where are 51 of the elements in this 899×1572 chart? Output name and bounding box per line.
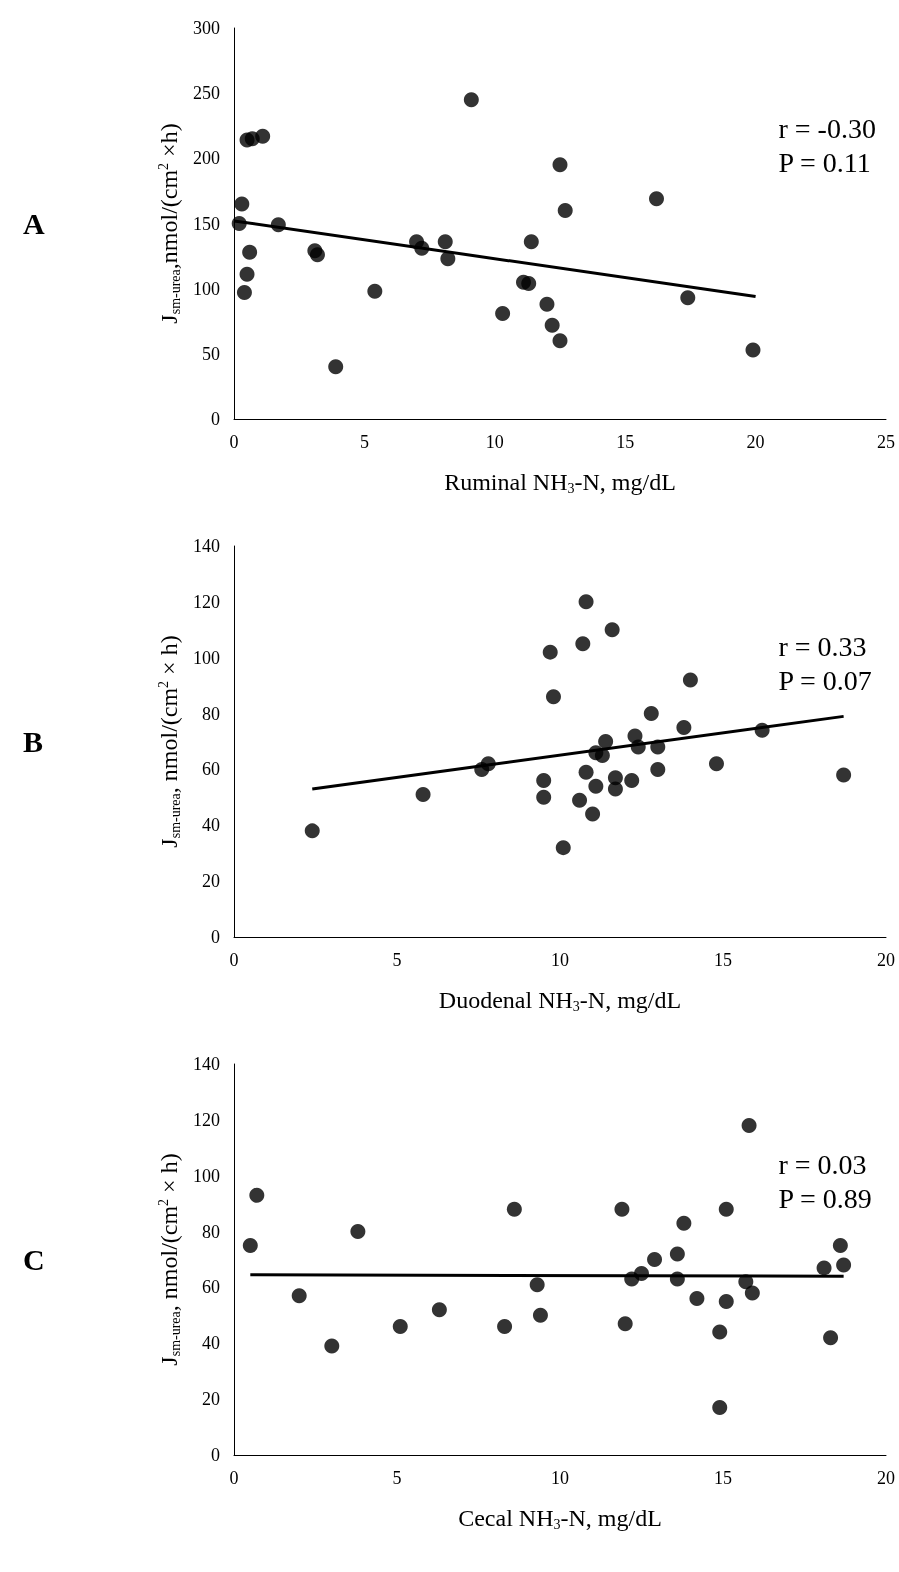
y-axis-title: Jsm-urea, nmol/(cm2 × h)	[155, 1153, 183, 1366]
x-tick-label: 10	[551, 950, 569, 970]
y-tick-label: 140	[193, 1054, 220, 1074]
x-tick-label: 0	[229, 950, 239, 970]
y-tick-label: 120	[193, 1109, 220, 1130]
y-tick-label: 140	[193, 536, 220, 556]
x-tick-label: 15	[714, 1468, 732, 1488]
x-tick-label: 15	[714, 950, 732, 970]
y-tick-label: 100	[193, 1165, 220, 1186]
x-tick-label: 5	[392, 950, 402, 970]
annotation: r = 0.33	[778, 630, 867, 662]
y-tick-label: 40	[202, 1333, 220, 1354]
x-tick-label: 5	[392, 1468, 402, 1488]
text: C	[23, 1243, 45, 1276]
annotation: r = 0.03	[778, 1148, 867, 1180]
text: B	[23, 725, 44, 758]
text: A	[23, 207, 45, 240]
y-tick-label: 60	[202, 1277, 220, 1298]
y-tick-label: 100	[193, 278, 220, 299]
y-tick-label: 120	[193, 591, 220, 612]
x-tick-label: 10	[551, 1468, 569, 1488]
y-tick-label: 300	[193, 18, 220, 38]
annotation: P = 0.11	[778, 146, 871, 178]
y-axis-title: Jsm-urea,nmol/(cm2 ×h)	[155, 123, 183, 324]
y-tick-label: 100	[193, 647, 220, 668]
x-tick-label: 0	[229, 432, 239, 452]
x-tick-label: 20	[877, 950, 895, 970]
annotation: r = -0.30	[778, 112, 876, 144]
y-axis-title: Jsm-urea, nmol/(cm2 × h)	[155, 635, 183, 848]
x-tick-label: 25	[877, 432, 895, 452]
x-tick-label: 20	[746, 432, 765, 452]
annotation: P = 0.07	[778, 664, 872, 696]
y-tick-label: 80	[202, 703, 220, 724]
x-tick-label: 5	[359, 432, 369, 452]
x-tick-label: 15	[616, 432, 635, 452]
y-tick-label: 0	[211, 409, 220, 429]
y-tick-label: 20	[202, 871, 220, 892]
annotation: P = 0.89	[778, 1182, 872, 1214]
y-tick-label: 0	[211, 1445, 220, 1465]
y-tick-label: 40	[202, 815, 220, 836]
y-tick-label: 60	[202, 759, 220, 780]
y-tick-label: 0	[211, 927, 220, 947]
y-tick-label: 150	[193, 213, 220, 234]
y-tick-label: 250	[193, 83, 220, 104]
x-tick-label: 20	[877, 1468, 895, 1488]
x-tick-label: 0	[229, 1468, 239, 1488]
y-tick-label: 200	[193, 148, 220, 169]
y-tick-label: 80	[202, 1221, 220, 1242]
y-tick-label: 20	[202, 1389, 220, 1410]
x-tick-label: 10	[485, 432, 504, 452]
y-tick-label: 50	[202, 343, 220, 364]
